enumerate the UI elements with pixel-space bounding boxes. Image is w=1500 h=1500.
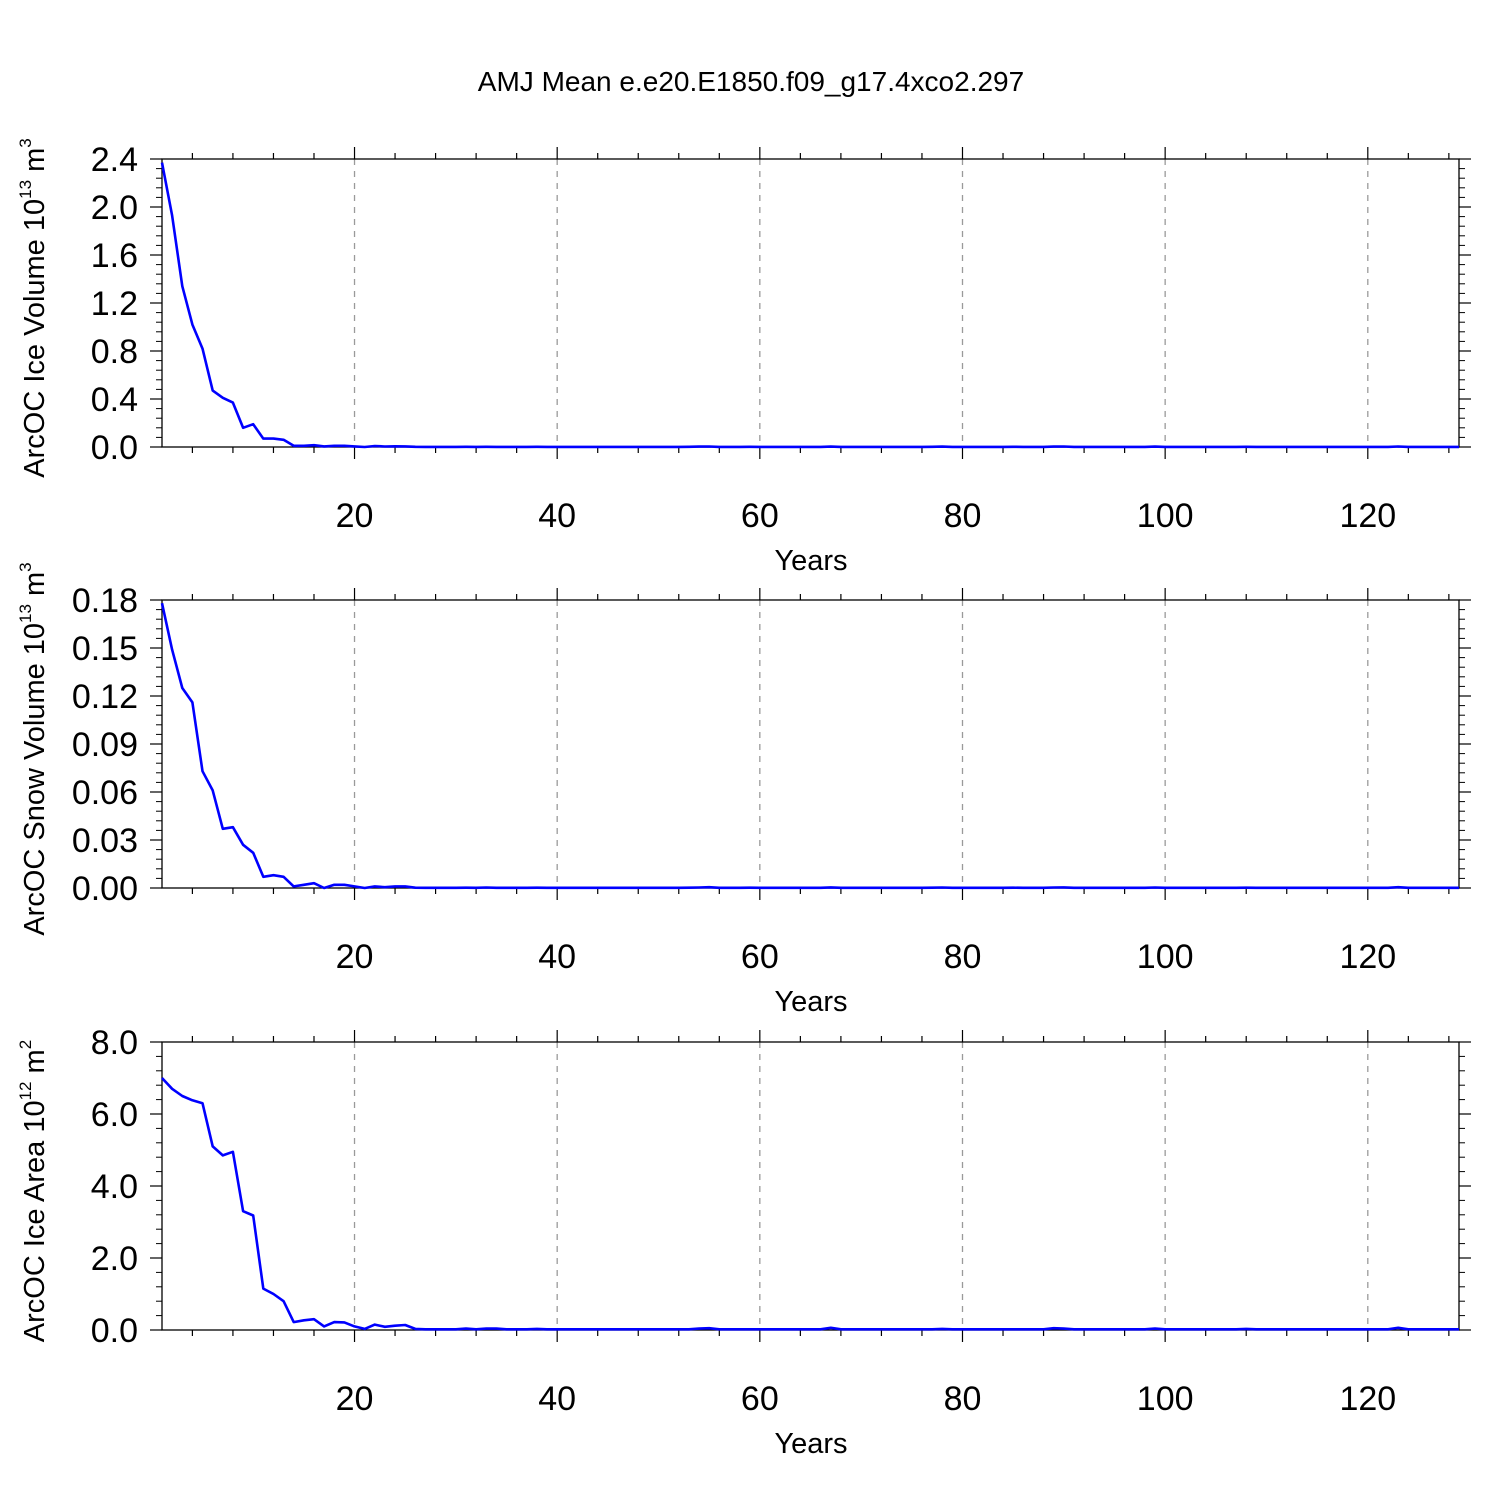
panel-1: 0.0 0.4 0.8 1.2 1.6 2.0 2.4 20 40 60 80 100 120 Years… [16,138,1471,577]
x-tick-label: 20 [336,1380,374,1418]
y-tick-label: 1.2 [91,285,138,323]
x-axis-title: Years [774,986,847,1018]
x-axis-title: Years [774,1428,847,1460]
x-tick-label: 120 [1339,497,1396,535]
y-tick-label: 0.12 [72,678,138,716]
y-tick-label: 0.4 [91,381,138,419]
panel-2: 0.00 0.03 0.06 0.09 0.12 0.15 0.18 20 40 60 80 100 1… [16,562,1471,1018]
x-tick-label: 20 [336,497,374,535]
x-tick-label: 100 [1137,1380,1194,1418]
series-line [160,162,1459,449]
y-tick-label: 0.15 [72,630,138,668]
series-line [161,1077,1459,1331]
x-tick-label: 20 [336,938,374,976]
x-tick-label: 100 [1137,938,1194,976]
y-tick-label: 0.09 [72,726,138,764]
chart-title: AMJ Mean e.e20.E1850.f09_g17.4xco2.297 [478,66,1024,97]
y-tick-label: 4.0 [91,1168,138,1206]
y-tick-label: 2.0 [91,189,138,227]
y-tick-label: 0.0 [91,429,138,467]
x-tick-label: 60 [741,938,779,976]
y-tick-label: 6.0 [91,1096,138,1134]
y-tick-label: 0.06 [72,774,138,812]
y-tick-label: 0.8 [91,333,138,371]
x-tick-label: 80 [944,938,982,976]
x-tick-label: 120 [1339,938,1396,976]
x-tick-label: 40 [538,938,576,976]
panel-3: 0.0 2.0 4.0 6.0 8.0 20 40 60 80 100 120 Years ArcOC … [16,1024,1471,1460]
y-axis-title: ArcOC Ice Volume 1013 m3 [16,138,51,477]
y-axis-title: ArcOC Ice Area 1012 m2 [16,1040,51,1342]
x-tick-label: 60 [741,497,779,535]
plot-frame [161,158,1460,448]
x-tick-label: 100 [1137,497,1194,535]
x-tick-label: 80 [944,497,982,535]
x-tick-label: 120 [1339,1380,1396,1418]
y-tick-label: 0.0 [91,1312,138,1350]
y-tick-label: 2.0 [91,1240,138,1278]
x-axis-title: Years [774,545,847,577]
plot-frame [161,599,1460,889]
x-tick-label: 60 [741,1380,779,1418]
x-tick-label: 40 [538,1380,576,1418]
y-tick-label: 1.6 [91,237,138,275]
x-tick-label: 80 [944,1380,982,1418]
x-tick-label: 40 [538,497,576,535]
y-tick-label: 8.0 [91,1024,138,1062]
plot-frame [161,1041,1460,1331]
y-tick-label: 0.00 [72,870,138,908]
y-axis-title: ArcOC Snow Volume 1013 m3 [16,562,51,935]
y-tick-label: 0.18 [72,582,138,620]
series-line [160,602,1459,890]
y-tick-label: 0.03 [72,822,138,860]
y-tick-label: 2.4 [91,141,138,179]
